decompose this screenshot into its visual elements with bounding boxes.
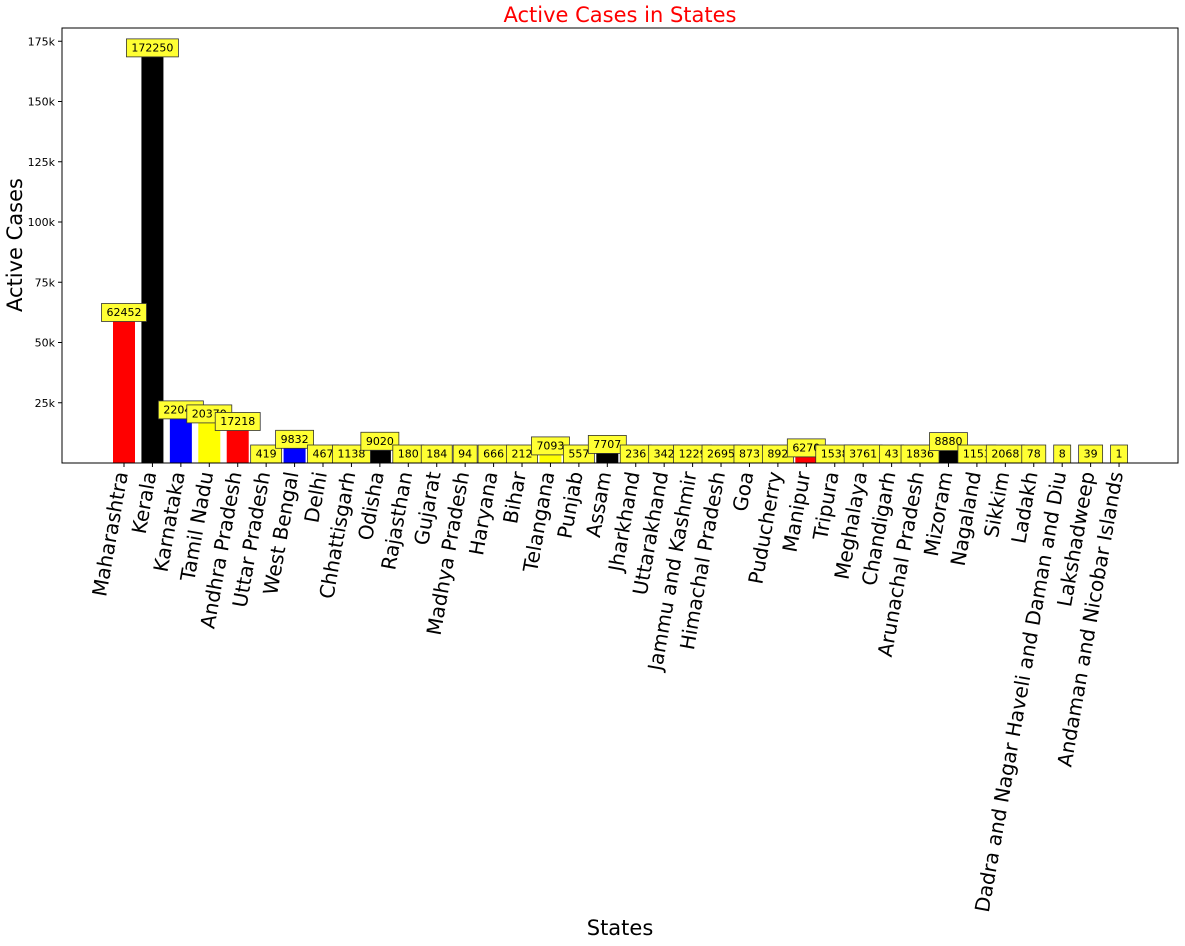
data-label-19: 342 [648,444,681,464]
data-label-32: 78 [1021,444,1047,464]
data-label-text-5: 419 [256,448,277,461]
data-label-text-20: 1229 [679,448,707,461]
y-tick-label-0: 25k [35,397,56,410]
data-label-1: 172250 [126,38,179,58]
data-label-5: 419 [250,444,283,464]
data-label-4: 17218 [214,412,261,431]
y-tick-label-4: 125k [28,156,56,169]
data-label-21: 2695 [701,444,741,464]
bar-2 [169,409,192,463]
data-label-15: 7093 [531,436,570,456]
data-label-text-7: 467 [313,448,334,461]
data-label-12: 94 [452,444,478,464]
data-label-26: 3761 [843,444,883,464]
y-tick-label-3: 100k [28,216,56,229]
data-label-13: 666 [477,444,510,464]
data-label-14: 212 [506,444,538,464]
data-label-31: 2068 [985,444,1025,464]
y-axis-title: Active Cases [3,178,27,312]
data-label-16: 557 [562,444,595,464]
data-label-text-12: 94 [458,448,472,461]
data-label-text-25: 1538 [821,448,849,461]
data-label-6: 9832 [275,429,314,449]
data-label-text-4: 17218 [220,415,255,428]
data-label-text-21: 2695 [707,448,735,461]
data-label-box-0 [101,303,147,322]
bar-1 [141,47,164,464]
data-label-0: 62452 [101,303,147,322]
data-label-text-34: 39 [1084,448,1098,461]
data-label-text-33: 8 [1059,448,1066,461]
bar-4 [226,421,249,463]
data-label-text-17: 7707 [593,438,621,451]
data-label-text-29: 8880 [934,435,962,448]
y-tick-label-6: 175k [28,35,56,48]
data-label-text-22: 873 [739,448,760,461]
data-label-17: 7707 [587,435,627,454]
data-label-text-18: 236 [625,448,646,461]
data-label-text-15: 7093 [536,439,564,452]
y-axis: 25k 50k 75k 100k 125k 150k 175k [28,35,62,410]
data-label-text-11: 184 [426,448,447,461]
chart-title: Active Cases in States [504,3,737,27]
data-label-text-19: 342 [654,448,675,461]
data-label-text-0: 62452 [107,306,142,319]
data-label-box-6 [275,429,314,449]
data-label-27: 43 [879,444,905,464]
data-label-7: 467 [307,444,339,464]
data-label-text-23: 892 [767,448,788,461]
data-label-text-14: 212 [512,448,533,461]
y-tick-label-2: 75k [35,276,56,289]
y-tick-label-1: 50k [35,337,56,350]
data-label-text-26: 3761 [849,447,877,460]
data-label-text-1: 172250 [131,41,173,54]
data-label-text-8: 1138 [337,448,365,461]
data-label-box-9 [360,431,400,451]
data-label-text-32: 78 [1027,448,1041,461]
data-label-35: 1 [1110,444,1128,464]
x-axis-title: States [587,916,654,940]
data-label-text-30: 1153 [963,448,991,461]
data-label-text-16: 557 [568,448,589,461]
data-label-text-6: 9832 [281,433,309,446]
data-label-text-27: 43 [885,448,899,461]
data-label-text-28: 1836 [906,448,934,461]
data-label-text-31: 2068 [991,448,1019,461]
data-label-text-10: 180 [398,448,419,461]
data-label-18: 236 [619,444,652,464]
plot-area-frame [61,27,1179,464]
data-label-33: 8 [1053,444,1072,464]
data-label-34: 39 [1078,444,1104,464]
data-label-23: 892 [761,444,794,464]
bar-0 [113,312,135,463]
data-label-text-9: 9020 [366,435,394,448]
data-label-text-13: 666 [483,448,504,461]
data-label-11: 184 [420,444,453,464]
data-label-text-35: 1 [1116,448,1123,461]
data-label-box-17 [587,435,627,454]
bar-3 [198,413,221,463]
data-label-9: 9020 [360,431,400,451]
data-label-text-24: 6270 [792,441,820,454]
data-label-22: 873 [733,444,766,464]
data-label-box-4 [214,412,261,431]
data-label-10: 180 [392,444,425,464]
y-tick-label-5: 150k [28,96,56,109]
data-label-box-1 [126,38,179,58]
